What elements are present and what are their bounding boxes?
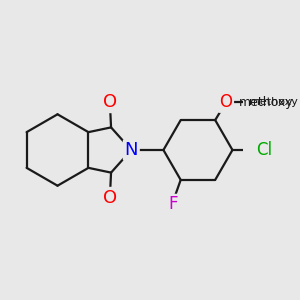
Text: O: O [103, 189, 117, 207]
Text: methoxy: methoxy [239, 96, 294, 109]
Text: methoxy: methoxy [248, 97, 297, 107]
Text: Cl: Cl [256, 141, 273, 159]
Text: O: O [103, 93, 117, 111]
Text: F: F [169, 195, 178, 213]
Text: O: O [219, 93, 232, 111]
Text: N: N [124, 141, 138, 159]
